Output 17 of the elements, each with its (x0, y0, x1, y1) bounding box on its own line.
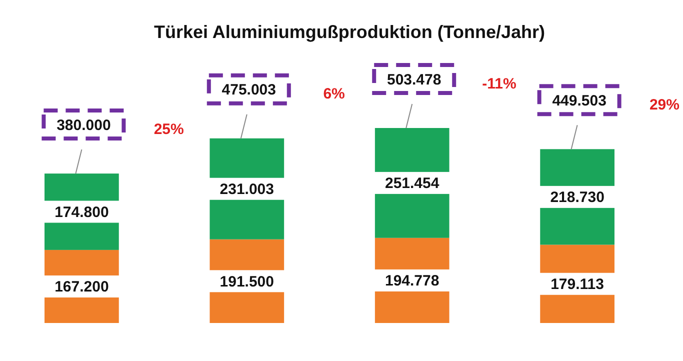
chart-title: Türkei Aluminiumgußproduktion (Tonne/Jahr) (154, 22, 545, 42)
text: 475.003 (222, 82, 276, 99)
data-label: 218.730 (550, 189, 604, 206)
data-label: 167.200 (54, 278, 109, 296)
text: -11% (482, 75, 516, 92)
annotation: 380.000 (56, 116, 111, 134)
text: 503.478 (386, 71, 442, 88)
text: 449.503 (552, 92, 606, 110)
data-label: 179.113 (550, 276, 604, 294)
data-label: 251.454 (384, 175, 440, 192)
annotation: 25% (154, 120, 184, 138)
data-label: 174.800 (54, 204, 109, 221)
data-label: 194.778 (384, 272, 440, 290)
text: 29% (649, 96, 680, 114)
data-label: 191.500 (220, 273, 274, 290)
data-label: 231.003 (220, 181, 274, 198)
text: 6% (323, 86, 345, 103)
